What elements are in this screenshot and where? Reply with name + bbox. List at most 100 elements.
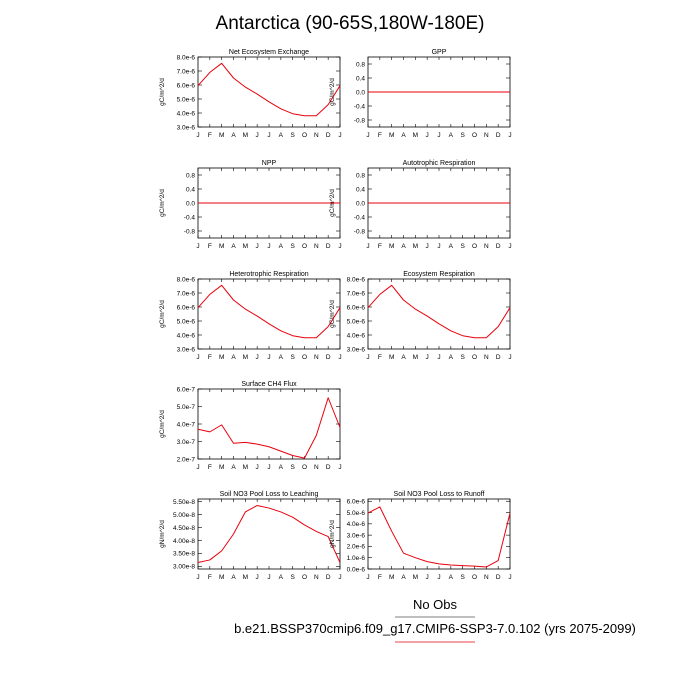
x-tick-label: A [401, 132, 406, 139]
x-tick-label: D [326, 354, 331, 361]
x-tick-label: J [437, 354, 440, 361]
x-tick-label: F [208, 132, 212, 139]
x-tick-label: O [302, 574, 307, 581]
y-tick-label: 0.8 [356, 61, 365, 68]
x-tick-label: J [508, 132, 511, 139]
x-tick-label: D [326, 464, 331, 471]
y-tick-label: 6.0e-7 [177, 386, 196, 393]
x-tick-label: D [496, 132, 501, 139]
x-tick-label: J [426, 132, 429, 139]
y-tick-label: 4.0e-7 [177, 421, 196, 428]
series-line [197, 397, 341, 459]
x-tick-label: N [314, 132, 319, 139]
y-tick-label: 0.4 [186, 186, 195, 193]
y-tick-label: 5.0e-6 [347, 318, 366, 325]
x-tick-label: J [256, 464, 259, 471]
x-tick-label: F [208, 354, 212, 361]
x-tick-label: J [267, 574, 270, 581]
x-tick-label: A [449, 243, 454, 250]
plot-frame [367, 278, 511, 350]
x-tick-label: J [426, 243, 429, 250]
obs-legend-label: No Obs [413, 597, 458, 612]
x-tick-label: J [338, 464, 341, 471]
x-tick-label: O [302, 132, 307, 139]
y-axis-label: gC/m^2/d [159, 300, 166, 328]
x-tick-label: M [243, 574, 248, 581]
x-tick-label: J [267, 243, 270, 250]
x-tick-label: M [219, 574, 224, 581]
y-axis-label: gC/m^2/d [159, 189, 166, 217]
x-tick-label: M [413, 243, 418, 250]
case-legend-label: b.e21.BSSP370cmip6.f09_g17.CMIP6-SSP3-7.… [234, 621, 636, 636]
x-tick-label: A [401, 354, 406, 361]
x-tick-label: A [449, 132, 454, 139]
x-tick-label: M [413, 132, 418, 139]
panel-title: GPP [432, 49, 447, 56]
x-tick-label: N [314, 464, 319, 471]
y-tick-label: 7.0e-6 [177, 290, 196, 297]
y-tick-label: 3.50e-8 [173, 551, 195, 558]
x-tick-label: N [314, 243, 319, 250]
x-tick-label: A [231, 132, 236, 139]
x-tick-label: J [256, 243, 259, 250]
x-tick-label: J [338, 132, 341, 139]
x-tick-label: A [279, 243, 284, 250]
x-tick-label: J [256, 132, 259, 139]
x-tick-label: M [389, 243, 394, 250]
x-tick-label: J [366, 243, 369, 250]
y-tick-label: -0.8 [354, 228, 366, 235]
x-tick-label: S [290, 132, 295, 139]
x-tick-label: J [256, 574, 259, 581]
y-tick-label: 2.0e-6 [347, 544, 366, 551]
x-tick-label: S [460, 243, 465, 250]
x-tick-label: J [267, 354, 270, 361]
x-tick-label: N [484, 354, 489, 361]
x-tick-label: O [302, 354, 307, 361]
x-tick-label: N [314, 574, 319, 581]
x-tick-label: O [472, 132, 477, 139]
x-tick-label: S [460, 574, 465, 581]
y-tick-label: 0.8 [186, 172, 195, 179]
x-tick-label: F [208, 243, 212, 250]
x-tick-label: M [389, 354, 394, 361]
y-tick-label: 6.0e-6 [347, 499, 366, 506]
x-tick-label: F [378, 132, 382, 139]
x-tick-label: J [338, 574, 341, 581]
x-tick-label: M [243, 464, 248, 471]
x-tick-label: J [426, 354, 429, 361]
y-tick-label: 0.4 [356, 75, 365, 82]
y-tick-label: 8.0e-6 [177, 54, 196, 61]
x-tick-label: J [196, 464, 199, 471]
x-tick-label: F [378, 243, 382, 250]
series-line [367, 506, 511, 568]
x-tick-label: O [472, 574, 477, 581]
x-tick-label: D [496, 354, 501, 361]
y-axis-label: gC/m^2/d [159, 78, 166, 106]
y-tick-label: 0.0 [356, 89, 365, 96]
x-tick-label: N [484, 243, 489, 250]
x-tick-label: M [219, 132, 224, 139]
x-tick-label: A [449, 354, 454, 361]
y-tick-label: 3.0e-6 [347, 532, 366, 539]
x-tick-label: O [302, 243, 307, 250]
y-tick-label: 4.0e-6 [347, 521, 366, 528]
x-tick-label: J [437, 243, 440, 250]
x-tick-label: D [496, 574, 501, 581]
y-tick-label: 8.0e-6 [177, 276, 196, 283]
x-tick-label: A [231, 354, 236, 361]
y-tick-label: 6.0e-6 [347, 304, 366, 311]
series-line [367, 284, 511, 339]
x-tick-label: M [243, 132, 248, 139]
x-tick-label: J [267, 464, 270, 471]
y-tick-label: 4.0e-6 [177, 332, 196, 339]
page-title: Antarctica (90-65S,180W-180E) [216, 13, 485, 34]
x-tick-label: S [290, 574, 295, 581]
x-tick-label: J [366, 354, 369, 361]
x-tick-label: S [290, 354, 295, 361]
x-tick-label: A [279, 354, 284, 361]
